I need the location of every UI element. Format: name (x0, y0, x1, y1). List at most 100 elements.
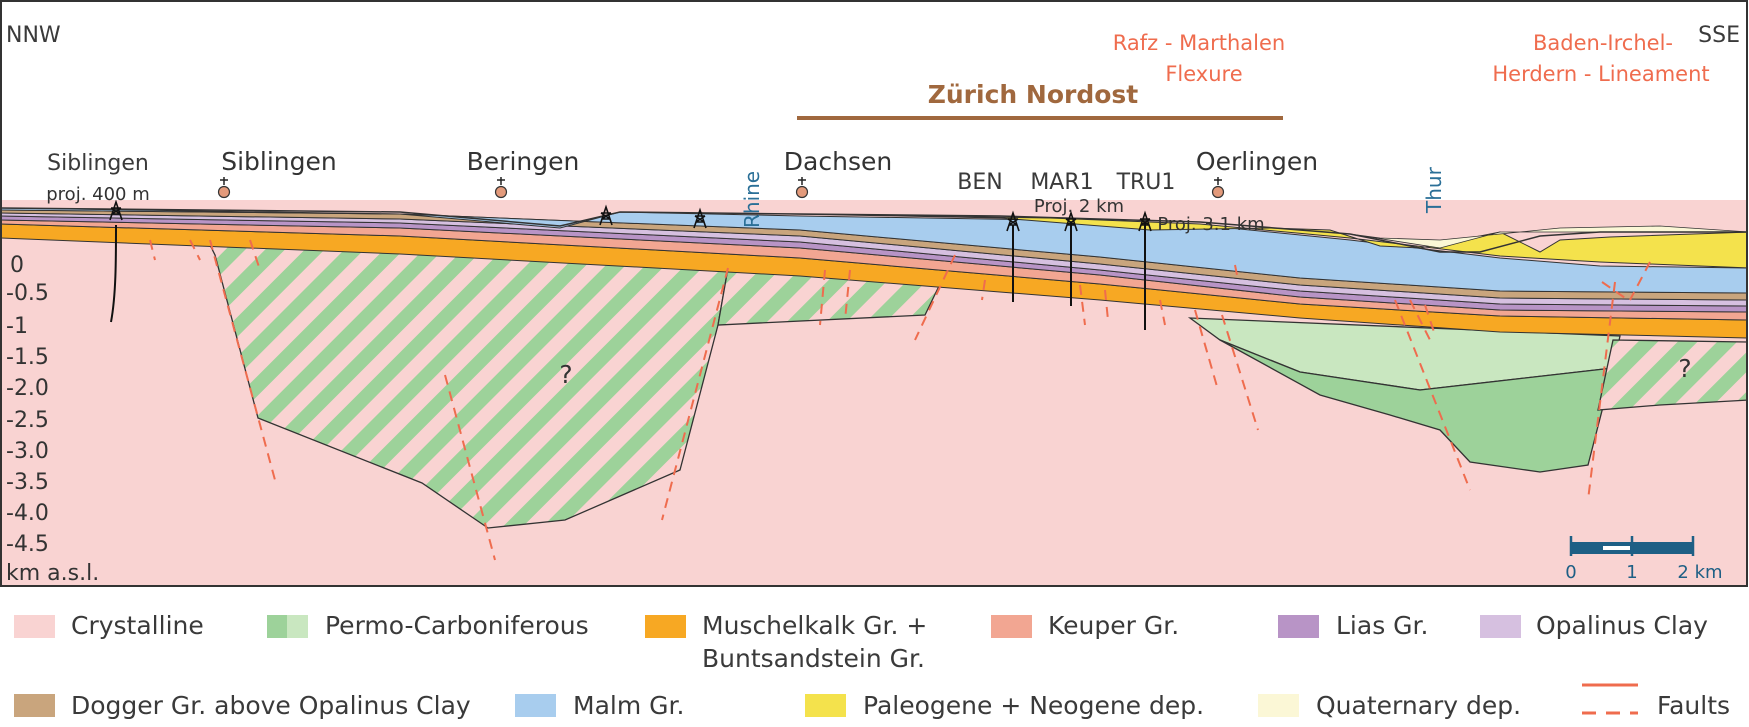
structure-baden-line1: Baden-Irchel- (1533, 31, 1673, 55)
village-label-beringen: Beringen (467, 147, 580, 176)
structure-rafz-line2: Flexure (1165, 62, 1242, 86)
legend-label: Lias Gr. (1336, 611, 1428, 640)
legend-item-faults: Faults (1582, 683, 1730, 720)
legend-label: Malm Gr. (573, 691, 684, 720)
legend-item-quaternary: Quaternary dep. (1258, 691, 1521, 720)
question-mark-west: ? (559, 360, 572, 389)
fault (844, 269, 851, 321)
fault (149, 239, 156, 261)
legend-label: Paleogene + Neogene dep. (863, 691, 1204, 720)
fault (661, 267, 729, 521)
church-markers (217, 177, 1225, 199)
fault (981, 279, 986, 301)
legend-item-crystalline: Crystalline (14, 611, 204, 640)
topography-line (1, 207, 1747, 253)
legend-item-malm: Malm Gr. (515, 691, 684, 720)
depth-tick: -4.0 (6, 501, 49, 526)
derrick-icon (1138, 210, 1152, 232)
well-traces (110, 222, 1146, 330)
permo-trough-far-east (1597, 339, 1747, 411)
fault (1601, 281, 1629, 301)
depth-tick: -3.5 (6, 470, 49, 495)
legend-swatch (515, 694, 556, 717)
fault (189, 239, 201, 261)
legend-label: Opalinus Clay (1536, 611, 1708, 640)
fault (444, 374, 496, 561)
village-label-siblingen: Siblingen (221, 147, 337, 176)
legend-swatch (805, 694, 846, 717)
fault (1587, 281, 1616, 501)
legend-label: Keuper Gr. (1048, 611, 1179, 640)
fault (249, 239, 261, 271)
scalebar-label: 1 (1626, 562, 1637, 583)
legend-swatch (1258, 694, 1299, 717)
permo-trough-east (1219, 339, 1614, 473)
malm-layer (1, 207, 1747, 294)
legend: Crystalline Permo-Carboniferous Muschelk… (14, 611, 1730, 720)
borehole-siblingen-line2: proj. 400 m (46, 184, 150, 205)
borehole-mar1-note: Proj. 2 km (1034, 196, 1124, 217)
borehole-tru1-note: Proj. 3.1 km (1157, 214, 1264, 235)
legend-swatch (267, 615, 287, 638)
legend-item-opalinus: Opalinus Clay (1480, 611, 1708, 640)
village-label-oerlingen: Oerlingen (1196, 147, 1318, 176)
church-icon (494, 177, 508, 199)
scalebar-label: 0 (1565, 562, 1576, 583)
scalebar (1569, 536, 1695, 556)
river-thur: Thur (1422, 166, 1446, 214)
fault (1424, 304, 1436, 336)
section-body (1, 116, 1747, 586)
derrick-icon (109, 199, 123, 221)
depth-unit: km a.s.l. (6, 561, 99, 586)
fault (1234, 264, 1239, 281)
fault (1079, 284, 1086, 326)
region-title: Zürich Nordost (928, 80, 1139, 109)
fault (1394, 299, 1471, 491)
legend-item-lias: Lias Gr. (1278, 611, 1428, 640)
depth-tick: -2.0 (6, 376, 49, 401)
fault (1159, 299, 1166, 326)
depth-tick: -4.5 (6, 532, 49, 557)
depth-tick: -0.5 (6, 281, 49, 306)
derrick-icon (693, 207, 707, 229)
church-icon (1211, 177, 1225, 199)
depth-tick: -1.5 (6, 345, 49, 370)
legend-swatch (1480, 615, 1521, 638)
legend-swatch (14, 615, 55, 638)
scalebar-label: 2 km (1677, 562, 1722, 583)
derrick-icon (599, 204, 613, 226)
legend-label: Dogger Gr. above Opalinus Clay (71, 691, 471, 720)
borehole-siblingen-line1: Siblingen (47, 151, 149, 176)
river-rhine: Rhine (740, 171, 764, 228)
depth-axis: 0 -0.5 -1 -1.5 -2.0 -2.5 -3.0 -3.5 -4.0 … (6, 253, 99, 586)
fault (819, 269, 826, 326)
borehole-mar1-label: MAR1 (1030, 170, 1093, 195)
borehole-tru1-label: TRU1 (1116, 170, 1176, 195)
faults-group (149, 239, 1651, 561)
derricks (109, 199, 1152, 232)
structure-baden-line2: Herdern - Lineament (1492, 62, 1709, 86)
legend-label-line2: Buntsandstein Gr. (702, 644, 925, 673)
direction-left: NNW (6, 23, 61, 48)
legend-swatch (645, 615, 686, 638)
fault (1104, 289, 1109, 321)
legend-item-muschelkalk: Muschelkalk Gr. + Buntsandstein Gr. (645, 611, 927, 673)
question-mark-east: ? (1678, 354, 1691, 383)
legend-label: Crystalline (71, 611, 204, 640)
village-label-dachsen: Dachsen (784, 147, 892, 176)
direction-right: SSE (1698, 23, 1740, 48)
fault (1194, 309, 1219, 391)
legend-label: Faults (1657, 691, 1730, 720)
fault (209, 239, 276, 481)
derrick-icon (1006, 210, 1020, 232)
depth-tick: -1 (6, 314, 28, 339)
depth-tick: -2.5 (6, 408, 49, 433)
fault (1629, 261, 1651, 301)
legend-item-permo: Permo-Carboniferous (267, 611, 589, 640)
legend-swatch (1278, 615, 1319, 638)
legend-swatch (991, 615, 1032, 638)
church-icon (795, 177, 809, 199)
legend-item-keuper: Keuper Gr. (991, 611, 1179, 640)
